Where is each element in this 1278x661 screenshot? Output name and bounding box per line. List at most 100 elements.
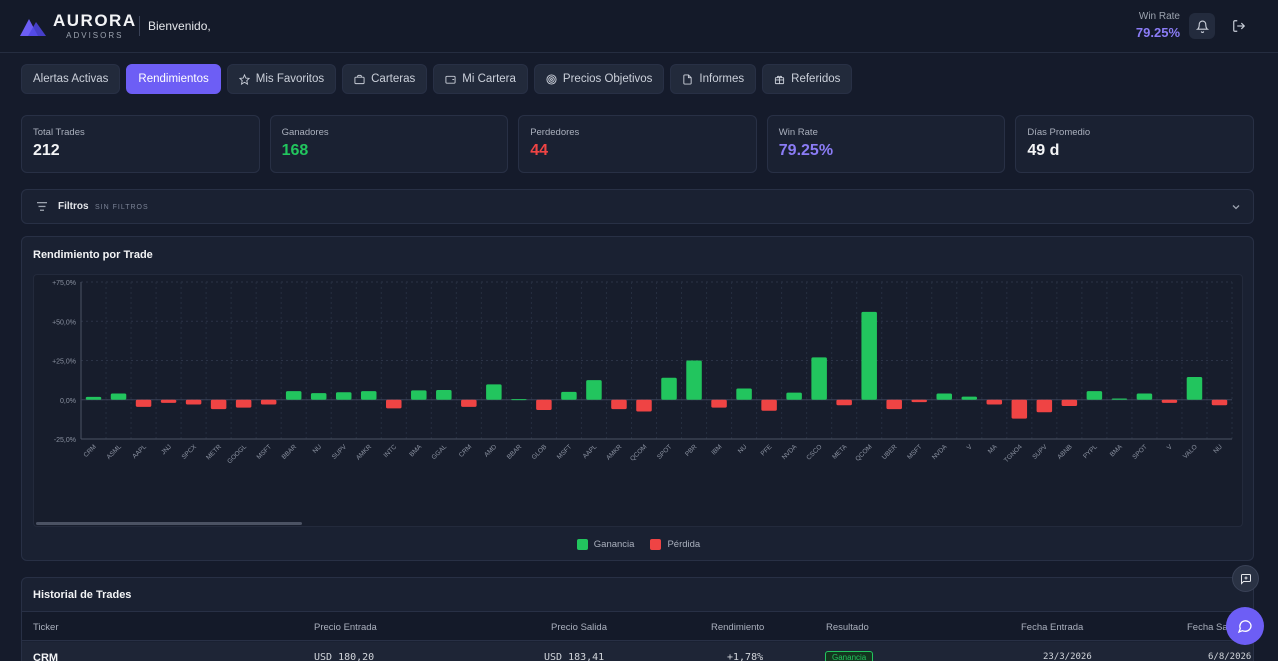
filters-label: Filtros [58, 201, 89, 212]
column-header-entry-date[interactable]: Fecha Entrada [1021, 622, 1084, 633]
brand-name: AURORA [53, 11, 137, 30]
table-row[interactable]: CRM USD 180,20 USD 183,41 +1,78% Gananci… [22, 642, 1253, 661]
stat-label: Ganadores [281, 127, 329, 138]
x-tick-label: QCOM [629, 443, 648, 462]
bar-nvda [786, 392, 802, 400]
bar-tgno4 [1011, 399, 1028, 419]
star-icon [238, 73, 250, 85]
x-tick-label: SPOT [656, 443, 673, 460]
document-icon [683, 73, 693, 85]
x-tick-label: NU [312, 443, 324, 455]
column-header-entry-price[interactable]: Precio Entrada [314, 622, 377, 633]
stat-dias-promedio: Días Promedio 49 d [1015, 115, 1254, 173]
column-header-ticker[interactable]: Ticker [33, 622, 59, 633]
tab-label: Carteras [371, 73, 416, 85]
bar-asml [110, 393, 127, 400]
filters-toggle[interactable]: Filtros SIN FILTROS [21, 189, 1254, 224]
tab-precios-objetivos[interactable]: Precios Objetivos [533, 64, 665, 94]
bar-bbar [285, 391, 302, 400]
y-tick-label: +25,0% [52, 359, 76, 366]
bar-amd [486, 384, 502, 400]
gift-icon [775, 75, 785, 84]
bar-bbar [511, 399, 527, 401]
trade-history-panel: Historial de Trades Ticker Precio Entrad… [21, 577, 1254, 661]
x-tick-label: V [1166, 443, 1174, 451]
tab-carteras[interactable]: Carteras [342, 64, 428, 94]
bar-spot [1136, 393, 1153, 400]
tab-mi-cartera[interactable]: Mi Cartera [433, 64, 528, 94]
bar-bma [411, 390, 427, 400]
legend-loss-label: Pérdida [667, 539, 701, 550]
briefcase-icon [354, 74, 365, 84]
x-tick-label: BMA [1109, 443, 1124, 458]
x-tick-label: NVDA [781, 443, 799, 461]
bar-uber [886, 399, 902, 410]
chart-title: Rendimiento por Trade [33, 249, 153, 261]
x-tick-label: SPCX [181, 443, 199, 461]
stats-row: Total Trades 212 Ganadores 168 Perdedore… [21, 115, 1254, 173]
y-tick-label: +50,0% [52, 319, 76, 326]
tab-rendimientos[interactable]: Rendimientos [126, 64, 221, 94]
tab-informes[interactable]: Informes [670, 64, 757, 94]
tab-referidos[interactable]: Referidos [762, 64, 853, 94]
x-tick-label: PBR [684, 443, 699, 458]
feedback-button[interactable] [1232, 565, 1259, 592]
x-tick-label: TGNO4 [1003, 443, 1024, 464]
x-tick-label: VALO [1182, 443, 1199, 460]
stat-value: 79.25% [778, 142, 834, 159]
chart-scrollbar[interactable] [36, 522, 302, 525]
x-tick-label: PFE [760, 443, 774, 457]
cell-entry-price: USD 180,20 [314, 652, 375, 661]
aurora-logo-icon [20, 19, 46, 36]
tab-label: Precios Objetivos [562, 73, 653, 85]
tab-label: Informes [699, 73, 745, 85]
x-tick-label: META [831, 443, 849, 461]
legend-gain[interactable]: Ganancia [576, 539, 634, 550]
bar-intc [386, 399, 402, 409]
column-header-return[interactable]: Rendimiento [711, 622, 765, 633]
column-header-result[interactable]: Resultado [826, 622, 869, 633]
bar-spcx [185, 399, 202, 405]
bar-abnb [1061, 399, 1078, 407]
bar-nu [1211, 399, 1228, 406]
column-header-exit-price[interactable]: Precio Salida [551, 622, 607, 633]
history-title: Historial de Trades [33, 589, 132, 601]
bar-valo [1186, 376, 1203, 400]
chart-legend: Ganancia Pérdida [22, 539, 1255, 550]
brand-logo[interactable]: AURORA ADVISORS [53, 11, 137, 41]
x-tick-label: PYPL [1082, 443, 1099, 460]
x-tick-label: AMKR [355, 443, 373, 461]
bar-crm [461, 399, 477, 407]
chat-button[interactable] [1226, 607, 1264, 645]
bar-ma [986, 399, 1003, 405]
main-tabs: Alertas Activas Rendimientos Mis Favorit… [21, 64, 853, 94]
stat-value: 212 [33, 142, 60, 159]
bar-amkr [360, 391, 377, 400]
bar-supv [335, 392, 352, 400]
bar-msft [911, 399, 927, 403]
bar-msft [561, 391, 577, 400]
stat-win-rate: Win Rate 79.25% [766, 115, 1006, 173]
legend-loss[interactable]: Pérdida [650, 539, 700, 550]
column-header-exit-date[interactable]: Fecha Salida [1187, 622, 1243, 633]
bar-glob [536, 399, 552, 410]
chart-area: +75,0% +50,0% +25,0% 0,0% -25,0% CRM ASML AAPL J… [33, 274, 1243, 527]
x-tick-label: CSCO [805, 443, 823, 461]
x-tick-label: NU [737, 443, 749, 455]
stat-label: Días Promedio [1027, 127, 1091, 138]
x-tick-label: IBM [710, 443, 723, 456]
logout-button[interactable] [1226, 13, 1252, 39]
bar-crm [85, 396, 102, 400]
bar-pypl [1086, 391, 1103, 400]
bar-nu [310, 393, 327, 400]
header-win-rate: Win Rate 79.25% [1136, 11, 1180, 40]
x-tick-label: BBAR [281, 443, 299, 461]
header-divider [139, 16, 140, 36]
tab-mis-favoritos[interactable]: Mis Favoritos [226, 64, 337, 94]
bar-csco [811, 357, 827, 400]
bar-aapl [586, 380, 602, 400]
table-header: Ticker Precio Entrada Precio Salida Rend… [22, 611, 1253, 641]
notifications-button[interactable] [1189, 13, 1215, 39]
x-tick-label: CRM [83, 443, 98, 458]
tab-alertas-activas[interactable]: Alertas Activas [21, 64, 121, 94]
